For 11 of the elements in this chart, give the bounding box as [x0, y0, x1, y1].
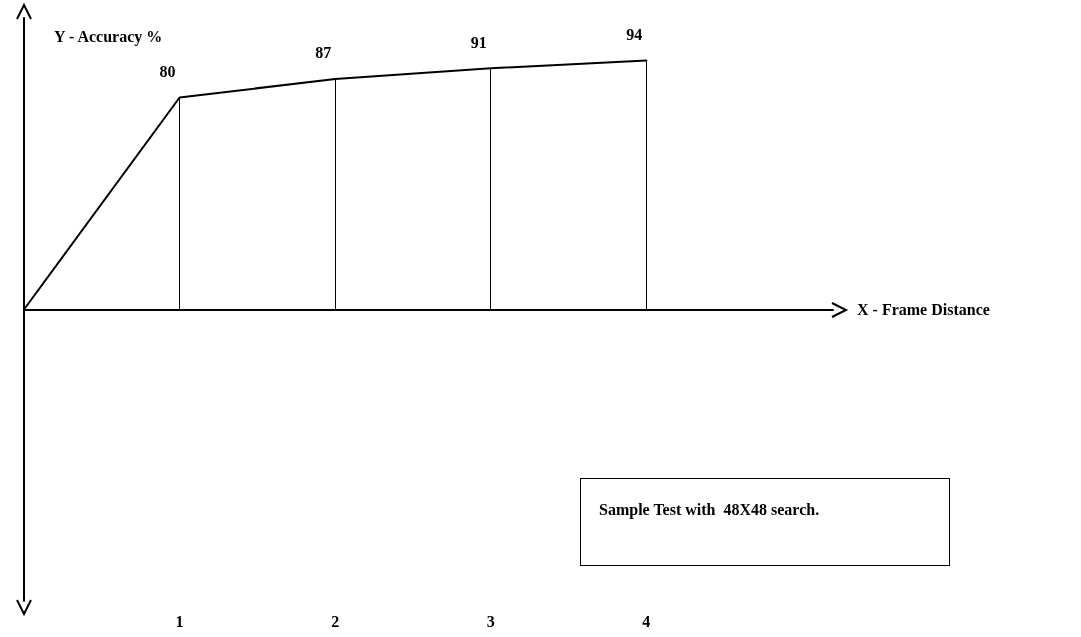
x-tick-label: 4	[642, 612, 651, 630]
x-axis-title: X - Frame Distance	[857, 301, 990, 318]
x-tick-label: 1	[175, 612, 184, 630]
data-label: 87	[315, 44, 332, 62]
data-label: 94	[626, 25, 643, 43]
data-label: 80	[159, 63, 176, 80]
data-label: 91	[470, 33, 487, 51]
x-tick-label: 3	[486, 612, 495, 630]
x-tick-label: 2	[331, 612, 340, 630]
note-box: Sample Test with 48X48 search.	[580, 478, 950, 566]
y-axis-title: Y - Accuracy %	[54, 27, 163, 46]
